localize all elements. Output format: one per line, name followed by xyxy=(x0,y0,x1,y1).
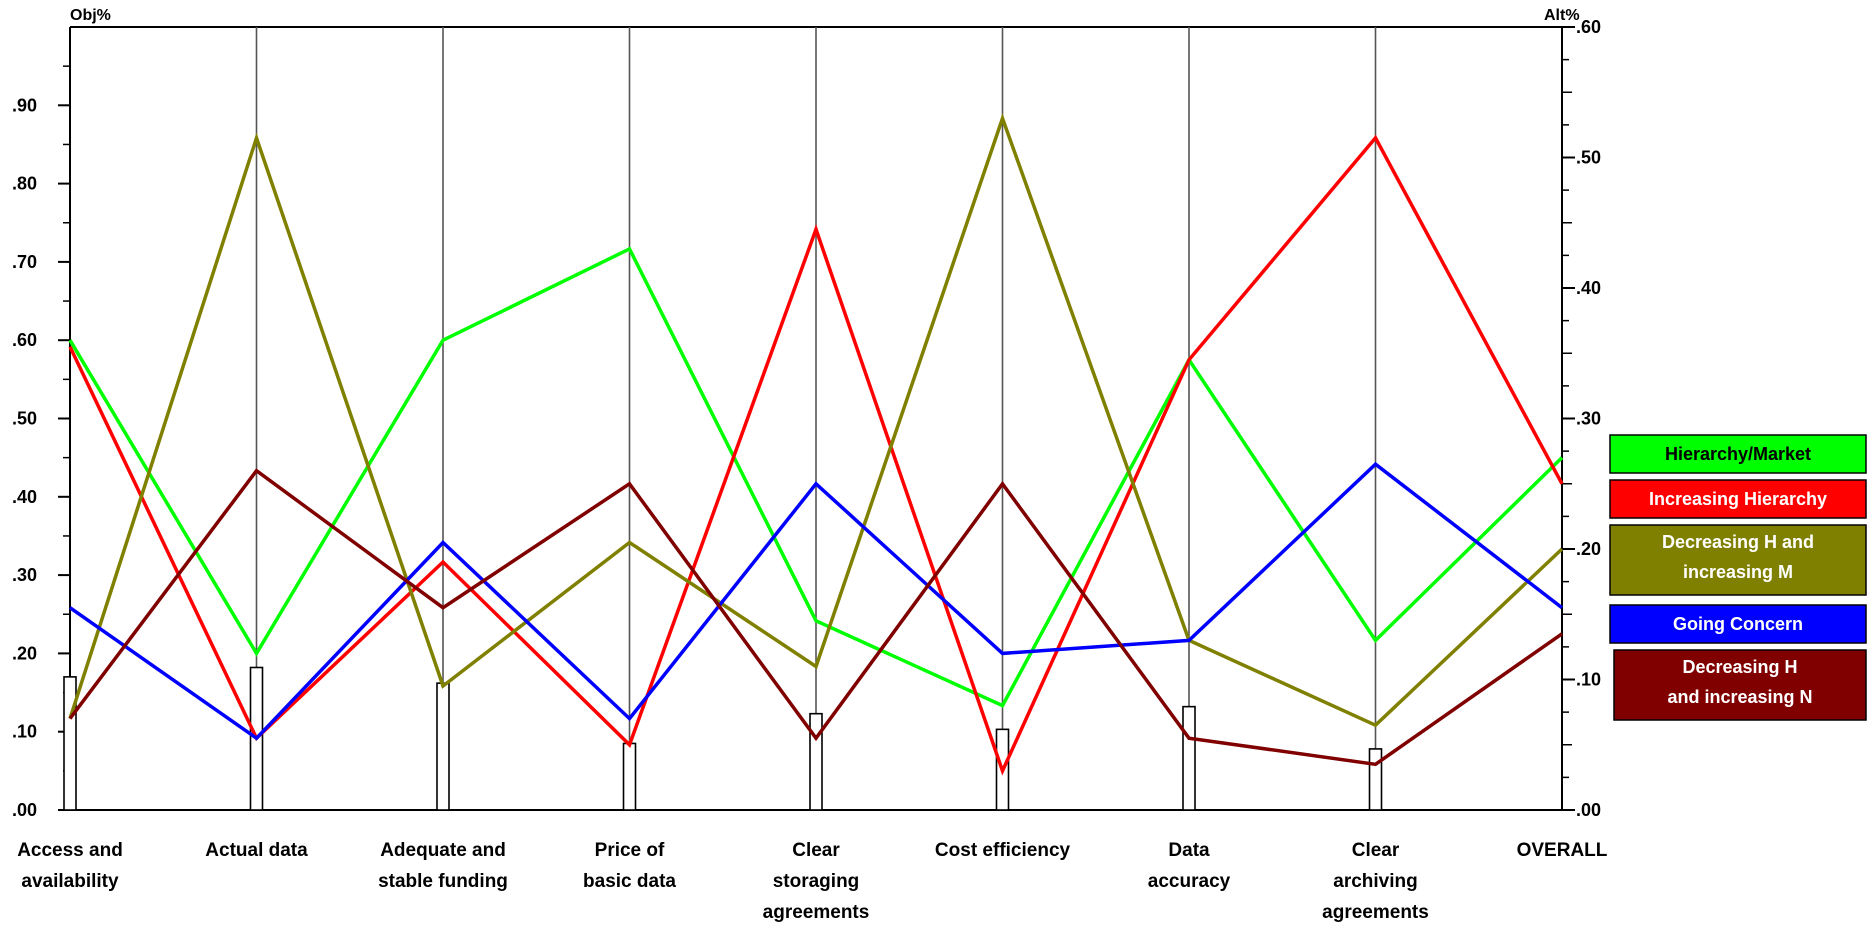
objective-weight-bar xyxy=(1368,748,1383,811)
category-label: Clear xyxy=(1352,840,1400,861)
category-label: Adequate and xyxy=(380,840,506,861)
left-tick-label: .40 xyxy=(12,487,37,507)
left-tick-label: .30 xyxy=(12,565,37,585)
weight-bars-layer xyxy=(63,666,1383,811)
objective-weight-bar xyxy=(63,676,77,811)
legend-box xyxy=(1609,604,1867,644)
category-label: agreements xyxy=(1322,902,1429,923)
category-label: agreements xyxy=(763,902,870,923)
right-tick-label: .20 xyxy=(1576,539,1601,559)
objective-weight-bar xyxy=(622,742,637,811)
legend-box xyxy=(1609,524,1867,596)
objective-weight-bar xyxy=(809,712,823,811)
series-line xyxy=(68,468,1564,767)
labels-layer: Access and availability Actual data Adequat… xyxy=(17,840,1608,923)
legend-box xyxy=(1609,479,1867,519)
right-tick-label: .40 xyxy=(1576,278,1601,298)
left-tick-label: .60 xyxy=(12,330,37,350)
legend-label: Going Concern xyxy=(1673,614,1803,634)
category-label: accuracy xyxy=(1148,871,1231,892)
left-axis-title: Obj% xyxy=(70,7,111,24)
series-line xyxy=(68,134,1564,776)
right-tick-label: .00 xyxy=(1576,800,1601,820)
axes-layer: .00 .10 .20 .30 .40 .50 .60 .70 .80 .90 .00 .10 .20.… xyxy=(12,7,1601,820)
series-lines-layer xyxy=(68,112,1564,776)
series-line xyxy=(68,246,1564,708)
legend-box xyxy=(1613,649,1867,721)
left-tick-label: .10 xyxy=(12,722,37,742)
left-tick-label: .20 xyxy=(12,643,37,663)
category-label: Cost efficiency xyxy=(935,840,1071,861)
category-label: Access and xyxy=(17,840,123,861)
objective-weight-bar xyxy=(436,682,450,811)
legend-label: Decreasing H xyxy=(1682,657,1797,677)
right-tick-label: .10 xyxy=(1576,670,1601,690)
left-tick-label: .00 xyxy=(12,800,37,820)
legend-label: Increasing Hierarchy xyxy=(1649,489,1827,509)
category-label: basic data xyxy=(583,871,676,892)
legend-label: Decreasing H and xyxy=(1662,532,1814,552)
legend-box xyxy=(1609,434,1867,474)
right-tick-label: .60 xyxy=(1576,17,1601,37)
category-label: Actual data xyxy=(205,840,308,861)
legend-label: Hierarchy/Market xyxy=(1665,444,1811,464)
category-label: Price of xyxy=(595,840,665,861)
category-label: Clear xyxy=(792,840,840,861)
series-line xyxy=(68,112,1564,728)
legend: Hierarchy/Market Increasing Hierarchy Decr… xyxy=(1609,434,1867,721)
category-label: OVERALL xyxy=(1517,840,1608,861)
left-tick-label: .50 xyxy=(12,409,37,429)
category-label: Data xyxy=(1168,840,1210,861)
right-tick-label: .30 xyxy=(1576,409,1601,429)
right-tick-label: .50 xyxy=(1576,148,1601,168)
objective-weight-bar xyxy=(1182,705,1196,811)
series-line xyxy=(68,461,1564,741)
left-tick-label: .90 xyxy=(12,95,37,115)
category-label: stable funding xyxy=(378,871,508,892)
legend-label: and increasing N xyxy=(1667,687,1812,707)
category-label: archiving xyxy=(1333,871,1417,892)
right-axis-title: Alt% xyxy=(1544,7,1580,24)
left-tick-label: .70 xyxy=(12,252,37,272)
left-tick-label: .80 xyxy=(12,174,37,194)
legend-label: increasing M xyxy=(1683,562,1793,582)
category-label: availability xyxy=(21,871,119,892)
category-label: storaging xyxy=(773,871,860,892)
